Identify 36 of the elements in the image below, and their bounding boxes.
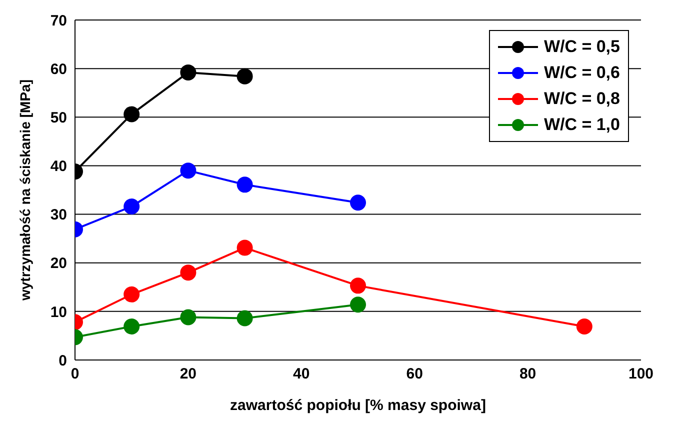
x-tick-label: 100: [628, 366, 654, 383]
point: [350, 194, 366, 211]
point: [180, 64, 196, 80]
y-tick-label: 20: [50, 255, 67, 272]
x-tick-label: 0: [70, 366, 80, 383]
point: [124, 106, 140, 122]
point: [124, 318, 140, 334]
x-tick-label: 20: [180, 366, 197, 383]
point: [124, 198, 140, 215]
y-tick-label: 60: [50, 60, 67, 78]
legend-label: W/C = 0,6: [544, 63, 620, 83]
x-axis-title: zawartość popiołu [% masy spoiwa]: [230, 397, 486, 414]
legend-label: W/C = 0,8: [544, 89, 620, 109]
y-tick-label: 70: [50, 12, 67, 30]
y-tick-label: 50: [50, 109, 67, 126]
point: [236, 310, 253, 326]
y-axis-title: wytrzymałość na ściskanie [MPa]: [16, 80, 33, 302]
x-tick-label: 40: [293, 366, 310, 383]
x-tick-label: 60: [406, 366, 423, 383]
point: [180, 309, 196, 326]
point: [124, 286, 140, 302]
point: [236, 68, 253, 84]
point: [576, 318, 592, 334]
legend-label: W/C = 1,0: [544, 115, 620, 135]
x-tick-label: 80: [519, 366, 536, 383]
legend-label: W/C = 0,5: [544, 37, 620, 57]
point: [350, 296, 366, 313]
point: [180, 162, 196, 179]
point: [236, 240, 253, 256]
y-tick-label: 10: [50, 304, 67, 321]
y-tick-label: 30: [50, 206, 67, 224]
y-tick-label: 40: [50, 158, 67, 176]
y-tick-label: 0: [58, 352, 67, 370]
point: [180, 264, 196, 281]
point: [236, 176, 253, 193]
point: [350, 278, 366, 294]
